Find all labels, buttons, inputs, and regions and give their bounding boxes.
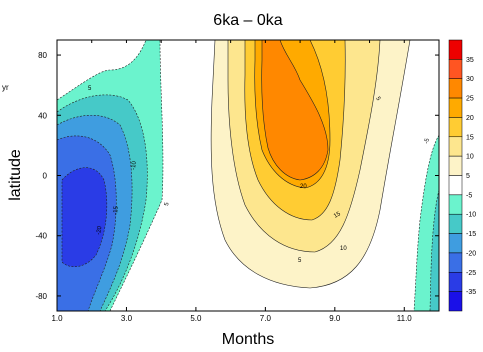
y-axis: 80 40 0 -40 -80 xyxy=(35,51,439,301)
contour-fill-neg-25 xyxy=(61,167,108,268)
x-tick-label: 9.0 xyxy=(329,314,341,323)
contour-label: 5 xyxy=(298,258,302,264)
colorbar-swatch xyxy=(448,252,463,273)
contour-fill-neg-right-inner xyxy=(429,189,439,311)
colorbar-swatch xyxy=(448,59,463,79)
contour-fill-pos-25 xyxy=(261,40,329,181)
contour-label: 5 xyxy=(374,96,381,102)
colorbar-tick-label: -15 xyxy=(466,231,476,238)
y-tick-label: -80 xyxy=(35,292,47,301)
colorbar-tick-label: -25 xyxy=(466,270,476,277)
y-tick-label: -40 xyxy=(35,232,47,241)
x-tick-label: 5.0 xyxy=(190,314,202,323)
contour-label: 5 xyxy=(164,201,171,206)
contour-label: 10 xyxy=(340,246,347,252)
x-tick-label: 3.0 xyxy=(121,314,133,323)
x-axis-label: Months xyxy=(222,331,274,348)
colorbar-tick-label: 35 xyxy=(466,57,474,64)
colorbar-swatch xyxy=(448,136,463,157)
colorbar-tick-label: -35 xyxy=(466,289,476,296)
colorbar-swatch xyxy=(448,291,463,312)
colorbar-tick-label: 5 xyxy=(466,173,470,180)
colorbar-swatch xyxy=(448,39,463,60)
side-label: yr xyxy=(2,83,9,92)
colorbar-swatch xyxy=(448,117,463,138)
colorbar-swatch xyxy=(448,272,463,292)
colorbar-tick-label: 15 xyxy=(466,134,474,141)
colorbar-tick-label: 20 xyxy=(466,115,474,122)
x-tick-label: 1.0 xyxy=(51,314,63,323)
x-axis: 1.0 3.0 5.0 7.0 9.0 11.0 xyxy=(51,40,440,323)
colorbar-swatch xyxy=(448,233,463,254)
colorbar-swatch xyxy=(448,175,463,196)
colorbar-swatch xyxy=(448,97,463,118)
colorbar: 35 30 25 20 15 10 5 -5 -10 -15 -20 -25 -35 xyxy=(448,39,476,312)
colorbar-tick-label: 30 xyxy=(466,76,474,83)
contour-label: 20 xyxy=(300,184,307,190)
x-tick-label: 7.0 xyxy=(260,314,272,323)
colorbar-tick-label: -10 xyxy=(466,212,476,219)
contour-label: 5 xyxy=(88,86,92,92)
colorbar-swatch xyxy=(448,213,463,234)
colorbar-tick-label: -5 xyxy=(466,192,472,199)
colorbar-swatch xyxy=(448,194,463,215)
contour-label: 15 xyxy=(333,211,342,220)
contour-label: -20 xyxy=(96,225,104,235)
y-tick-label: 80 xyxy=(38,51,47,60)
y-axis-label: latitude xyxy=(7,149,24,201)
chart-title: 6ka – 0ka xyxy=(213,12,282,29)
colorbar-tick-label: -20 xyxy=(466,250,476,257)
colorbar-tick-label: 10 xyxy=(466,154,474,161)
contour-label: -10 xyxy=(131,160,138,170)
contour-label: -5 xyxy=(424,137,431,144)
colorbar-tick-label: 25 xyxy=(466,96,474,103)
x-tick-label: 11.0 xyxy=(397,314,413,323)
contour-label: -15 xyxy=(113,205,120,215)
colorbar-swatch xyxy=(448,155,463,176)
colorbar-swatch xyxy=(448,78,463,99)
contour-fill-group: 5 5 5 10 15 20 5 -5 -10 -15 -20 xyxy=(57,40,439,311)
y-tick-label: 0 xyxy=(43,172,48,181)
y-tick-label: 40 xyxy=(38,111,47,120)
